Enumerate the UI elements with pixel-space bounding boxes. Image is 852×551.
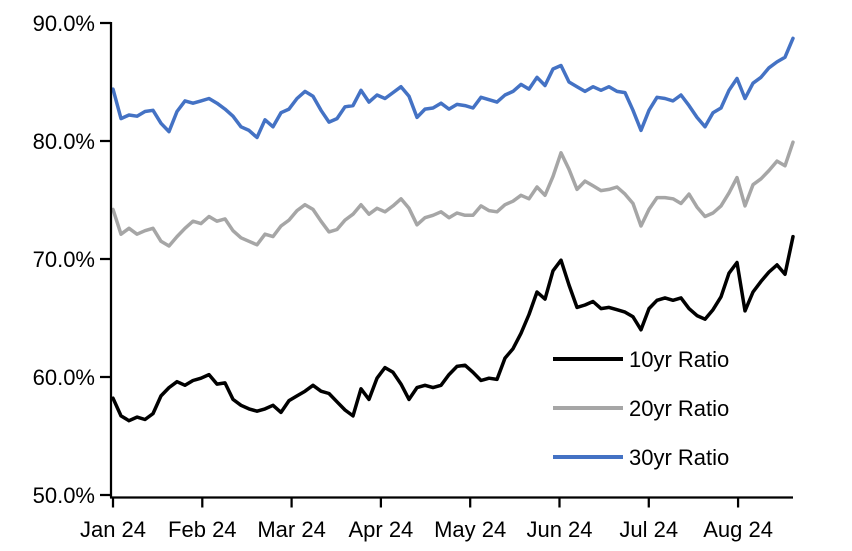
x-tick-label: Apr 24: [348, 517, 413, 542]
legend: 10yr Ratio 20yr Ratio 30yr Ratio: [553, 347, 729, 470]
x-tick-label: Aug 24: [703, 517, 773, 542]
x-tick-label: Jun 24: [526, 517, 592, 542]
series-line-30yr: [111, 36, 795, 140]
y-tick-label: 70.0%: [33, 247, 95, 272]
legend-item-30yr: 30yr Ratio: [553, 445, 729, 470]
series-lines: [111, 36, 795, 423]
x-axis: Jan 24 Feb 24 Mar 24 Apr 24 May 24 Jun 24 Jul …: [80, 497, 773, 542]
legend-label-20yr: 20yr Ratio: [629, 396, 729, 421]
x-tick-label: Jul 24: [619, 517, 678, 542]
y-tick-label: 80.0%: [33, 129, 95, 154]
series-line-10yr: [111, 234, 795, 423]
y-tick-label: 50.0%: [33, 483, 95, 508]
x-tick-label: Feb 24: [168, 517, 237, 542]
x-tick-label: Jan 24: [80, 517, 146, 542]
legend-item-10yr: 10yr Ratio: [553, 347, 729, 372]
y-tick-label: 60.0%: [33, 365, 95, 390]
series-line-20yr: [111, 140, 795, 248]
x-tick-label: Mar 24: [257, 517, 325, 542]
x-tick-label: May 24: [434, 517, 506, 542]
legend-label-30yr: 30yr Ratio: [629, 445, 729, 470]
y-axis: 50.0% 60.0% 70.0% 80.0% 90.0%: [33, 11, 111, 508]
y-tick-label: 90.0%: [33, 11, 95, 36]
legend-label-10yr: 10yr Ratio: [629, 347, 729, 372]
legend-item-20yr: 20yr Ratio: [553, 396, 729, 421]
